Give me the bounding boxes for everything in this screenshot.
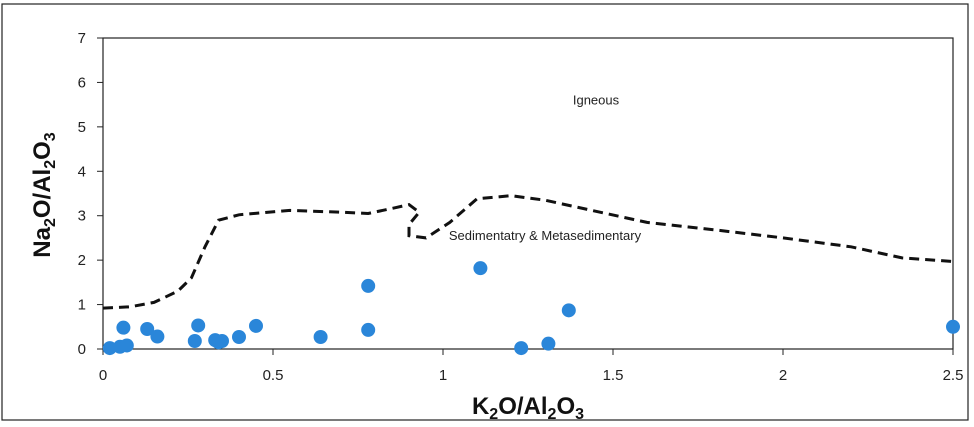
y-axis-ticks: 0 1 2 3 4 5 6 7: [78, 30, 103, 358]
region-label: Sedimentatry & Metasedimentary: [449, 228, 642, 243]
x-tick-label: 2: [779, 367, 787, 384]
data-points: [102, 261, 960, 356]
data-point: [473, 261, 488, 276]
x-tick-label: 2.5: [943, 367, 964, 384]
data-point: [187, 334, 202, 349]
data-point: [361, 278, 376, 293]
plot-area: [102, 37, 954, 350]
y-axis-label: Na2O/Al2O3: [29, 132, 59, 258]
data-point: [150, 329, 165, 344]
x-axis-ticks: 0 0.5 1 1.5 2 2.5: [99, 349, 964, 384]
data-point: [249, 318, 263, 333]
data-point: [119, 338, 134, 353]
y-tick-label: 6: [78, 74, 86, 91]
data-point: [514, 341, 529, 356]
y-tick-label: 1: [78, 297, 86, 314]
igneous-sedimentary-boundary-line: [102, 194, 954, 310]
data-point: [541, 336, 556, 351]
data-point: [191, 318, 206, 333]
y-tick-label: 0: [78, 341, 86, 358]
x-tick-label: 0: [99, 367, 107, 384]
x-tick-label: 1: [439, 367, 447, 384]
data-point: [140, 322, 155, 337]
data-point: [232, 330, 246, 345]
region-label: Igneous: [573, 93, 620, 108]
y-tick-label: 5: [78, 119, 86, 136]
x-tick-label: 0.5: [263, 367, 284, 384]
data-point: [361, 322, 376, 337]
x-tick-label: 1.5: [603, 367, 624, 384]
data-point: [102, 341, 117, 356]
data-point: [946, 319, 960, 334]
data-point: [215, 334, 229, 349]
figure-border: [1, 3, 969, 421]
data-point: [313, 330, 328, 345]
y-tick-label: 4: [78, 163, 86, 180]
annotations: Igneous Sedimentatry & Metasedimentary: [449, 93, 642, 244]
y-tick-label: 3: [78, 208, 86, 225]
data-point: [561, 303, 576, 318]
data-point: [116, 320, 131, 335]
y-tick-label: 7: [78, 30, 86, 47]
x-axis-label: K2O/Al2O3: [472, 393, 584, 423]
y-tick-label: 2: [78, 252, 86, 269]
